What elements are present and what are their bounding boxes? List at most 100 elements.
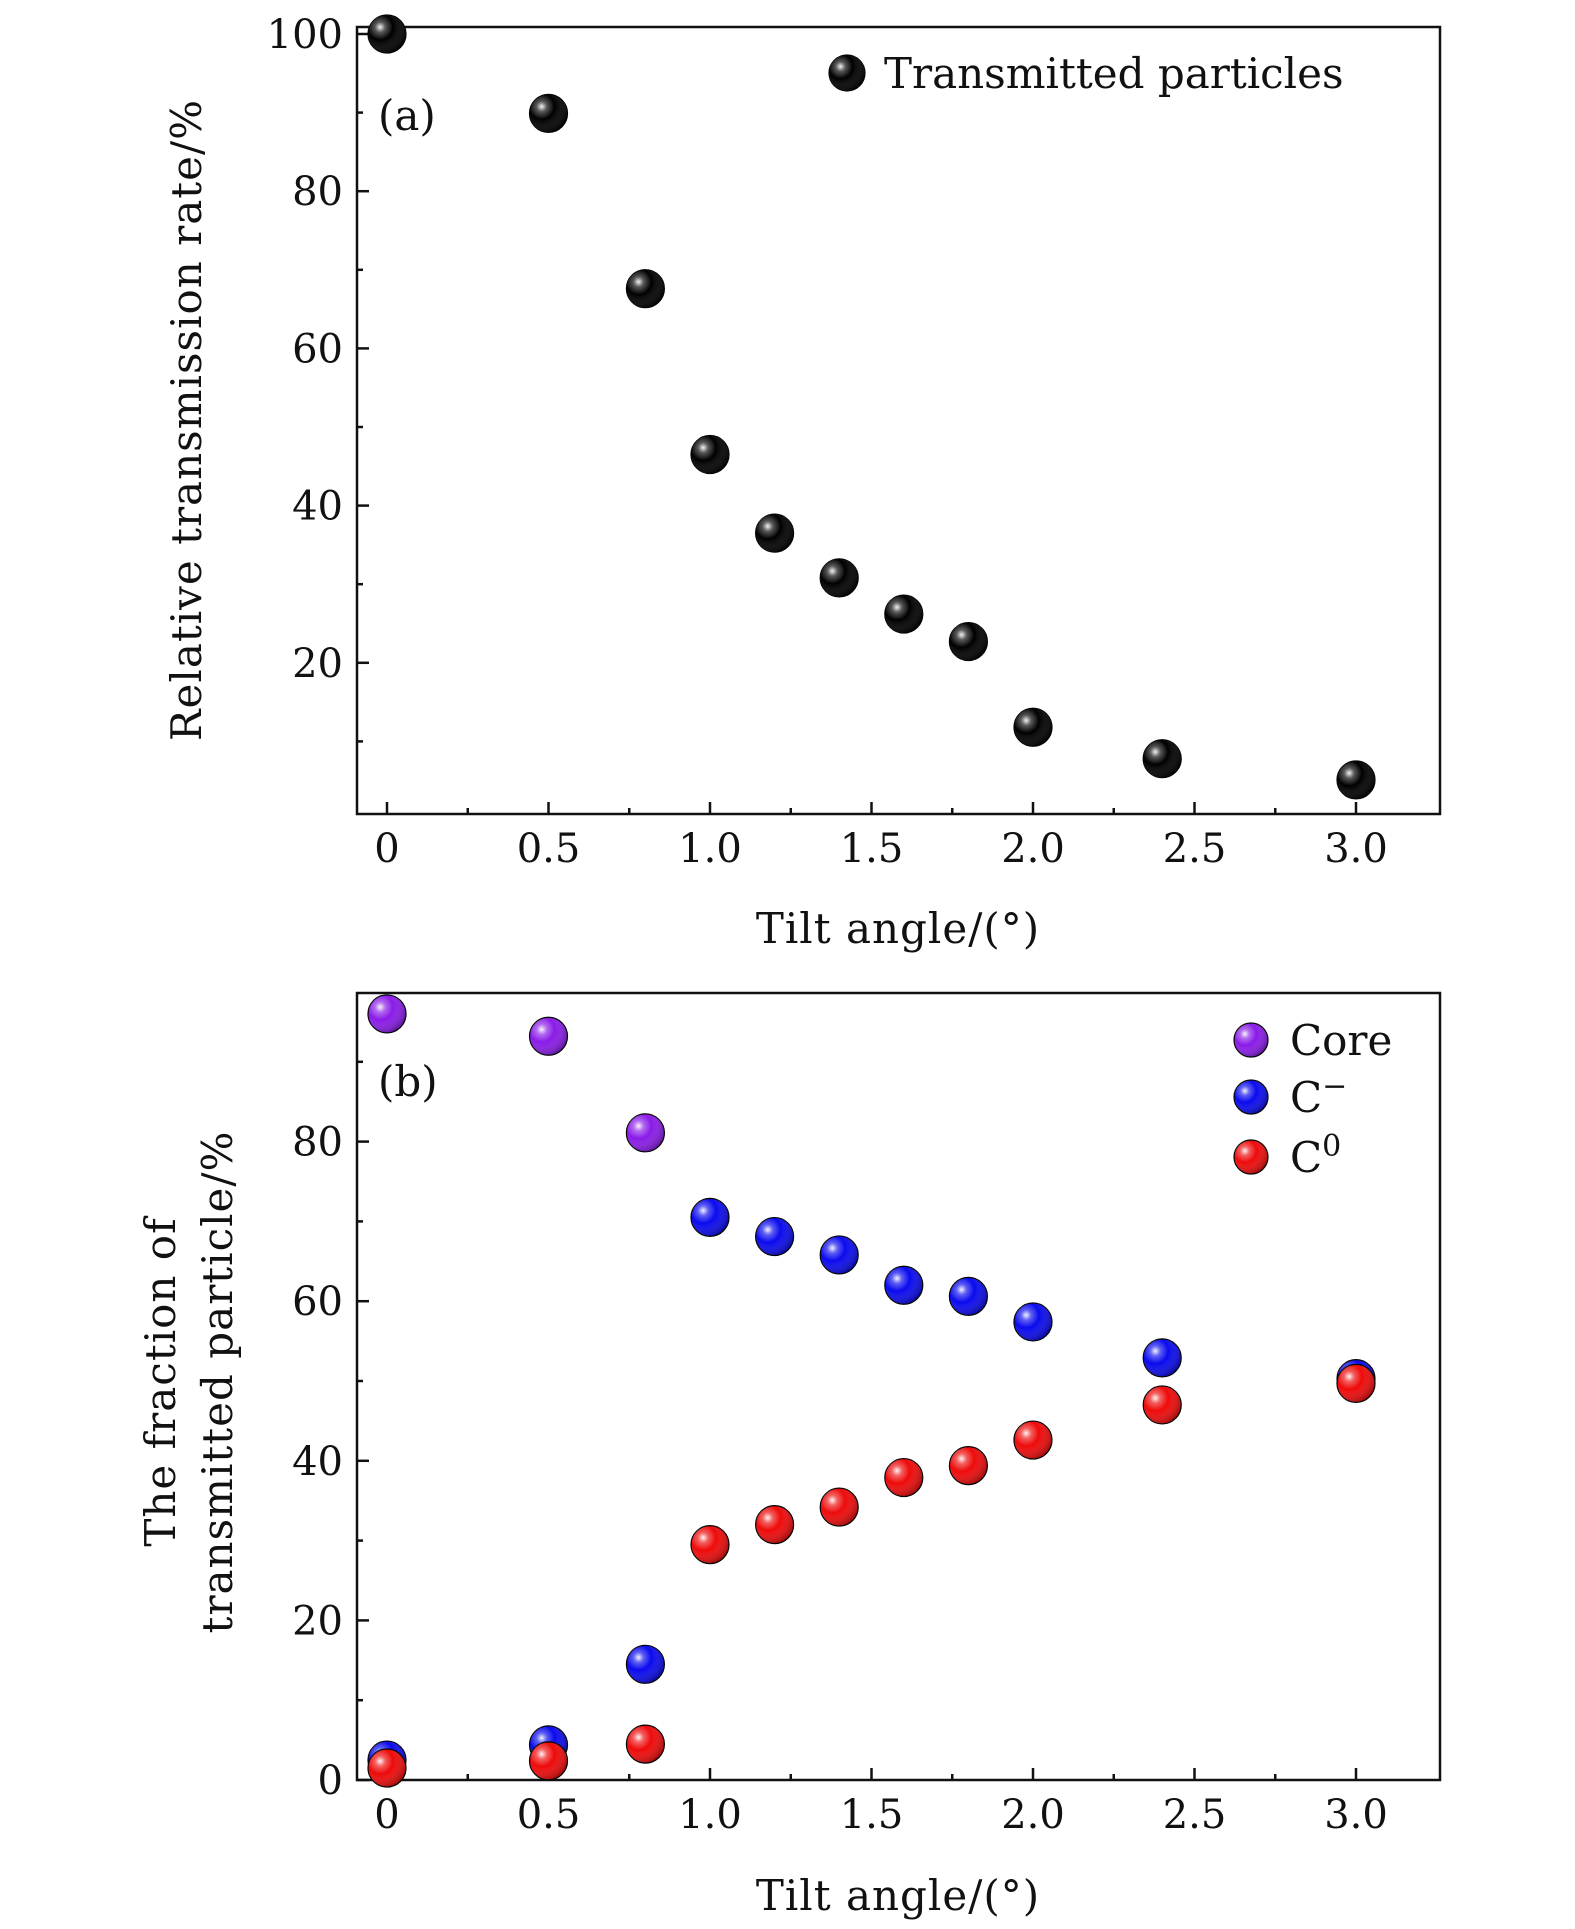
data-point-transmitted-particles-shading bbox=[755, 514, 794, 553]
data-point-c-minus bbox=[884, 1265, 924, 1305]
panel-a-y-tick-label: 60 bbox=[292, 326, 343, 372]
data-point-transmitted-particles bbox=[1142, 739, 1182, 779]
data-point-c-0 bbox=[690, 1524, 730, 1565]
panel-b-y-tick-label: 80 bbox=[292, 1120, 343, 1166]
data-point-transmitted-particles bbox=[1336, 760, 1376, 800]
panel-a-x-axis-title: Tilt angle/(°) bbox=[756, 904, 1040, 953]
data-point-transmitted-particles bbox=[690, 434, 730, 475]
panel-b-x-tick-label: 1.5 bbox=[840, 1792, 904, 1838]
panel-b-plot-frame bbox=[355, 991, 1442, 1782]
data-point-c-0 bbox=[367, 1748, 407, 1788]
panel-a-y-tick-label: 40 bbox=[292, 484, 343, 530]
legend-label-base: C bbox=[1290, 1073, 1322, 1122]
data-point-c-0-shading bbox=[884, 1458, 923, 1497]
data-point-transmitted-particles-shading bbox=[1337, 760, 1375, 799]
data-point-c-0-shading bbox=[529, 1741, 568, 1780]
data-point-c-0-shading bbox=[949, 1446, 988, 1485]
data-point-c-minus-shading bbox=[949, 1277, 988, 1316]
panel-b-y-axis-title-line-1: The fraction of bbox=[136, 1215, 185, 1547]
panel-a-ticks: 0 0.5 1.0 1.5 2.0 2.5 3.0 20 40 60 80 100 bbox=[267, 12, 1388, 872]
data-point-transmitted-particles-shading bbox=[949, 622, 988, 661]
data-point-core bbox=[625, 1113, 666, 1153]
data-point-c-0-shading bbox=[755, 1505, 794, 1544]
legend-marker-transmitted-particles bbox=[828, 54, 866, 92]
data-point-c-minus bbox=[948, 1276, 989, 1317]
data-point-c-minus bbox=[625, 1644, 666, 1684]
data-point-c-minus bbox=[690, 1197, 730, 1238]
legend-marker-core bbox=[1233, 1022, 1269, 1058]
legend-marker-c-0-shading bbox=[1234, 1140, 1268, 1174]
legend-marker-c-minus bbox=[1233, 1079, 1269, 1115]
panel-a-chart: 0 0.5 1.0 1.5 2.0 2.5 3.0 20 40 60 80 100 (a) Trans… bbox=[162, 12, 1442, 953]
panel-a-label: (a) bbox=[378, 91, 436, 140]
panel-a-y-tick-label: 100 bbox=[267, 12, 343, 58]
panel-a-y-axis-title: Relative transmission rate/% bbox=[162, 99, 211, 741]
data-point-c-0 bbox=[819, 1487, 859, 1527]
data-point-c-0-shading bbox=[368, 1749, 406, 1788]
panel-a-x-tick-label: 0 bbox=[374, 826, 399, 872]
panel-b-y-tick-label: 40 bbox=[292, 1439, 343, 1485]
panel-a-x-tick-label: 0.5 bbox=[517, 826, 581, 872]
data-point-c-0-shading bbox=[626, 1725, 665, 1764]
data-point-c-0-shading bbox=[1143, 1385, 1182, 1424]
panel-b-points bbox=[367, 994, 1376, 1788]
data-point-c-minus-shading bbox=[820, 1235, 859, 1274]
panel-a-x-tick-label: 2.0 bbox=[1001, 826, 1065, 872]
data-point-c-0 bbox=[1336, 1363, 1376, 1403]
panel-b-x-axis-title: Tilt angle/(°) bbox=[756, 1871, 1040, 1920]
data-point-c-minus-shading bbox=[755, 1217, 794, 1256]
data-point-transmitted-particles bbox=[948, 621, 989, 662]
data-point-c-minus-shading bbox=[691, 1198, 729, 1237]
legend-label-base: Core bbox=[1290, 1016, 1392, 1065]
data-point-c-0 bbox=[1013, 1420, 1053, 1460]
legend-label-c-minus: C− bbox=[1290, 1069, 1347, 1122]
data-point-core bbox=[367, 994, 407, 1034]
data-point-c-minus bbox=[819, 1235, 859, 1275]
panel-b-x-tick-label: 2.5 bbox=[1163, 1792, 1227, 1838]
data-point-c-0 bbox=[948, 1445, 989, 1486]
panel-b-x-tick-label: 0 bbox=[374, 1792, 399, 1838]
legend-sphere-transmitted-particles bbox=[828, 54, 866, 92]
data-point-transmitted-particles-shading bbox=[1014, 708, 1052, 747]
panel-a-legend: Transmitted particles bbox=[828, 49, 1344, 98]
panel-b-y-tick-label: 60 bbox=[292, 1279, 343, 1325]
data-point-transmitted-particles-shading bbox=[626, 269, 665, 308]
data-point-transmitted-particles bbox=[1013, 707, 1053, 747]
data-point-c-0 bbox=[754, 1505, 795, 1545]
legend-label-c-0: C0 bbox=[1290, 1129, 1341, 1182]
data-point-core bbox=[528, 1016, 569, 1056]
legend-marker-c-minus-shading bbox=[1234, 1080, 1268, 1114]
data-point-c-0 bbox=[884, 1457, 924, 1498]
data-point-transmitted-particles-shading bbox=[368, 15, 406, 53]
data-point-core-shading bbox=[529, 1017, 568, 1056]
panel-b-x-tick-label: 1.0 bbox=[678, 1792, 742, 1838]
data-point-c-minus-shading bbox=[1014, 1302, 1052, 1341]
panel-b-x-tick-label: 2.0 bbox=[1001, 1792, 1065, 1838]
data-point-transmitted-particles bbox=[528, 93, 569, 133]
panel-b-y-tick-label: 0 bbox=[318, 1758, 343, 1804]
legend-marker-c-0 bbox=[1233, 1139, 1269, 1175]
data-point-transmitted-particles bbox=[754, 513, 795, 553]
panel-a-y-tick-label: 20 bbox=[292, 641, 343, 687]
panel-b-y-axis-title-line-2: transmitted particle/% bbox=[193, 1131, 242, 1634]
data-point-c-minus bbox=[1142, 1338, 1182, 1378]
legend-label-superscript: − bbox=[1322, 1069, 1347, 1104]
data-point-c-minus bbox=[754, 1216, 795, 1257]
data-point-c-minus bbox=[1013, 1302, 1053, 1342]
panel-a-x-tick-label: 3.0 bbox=[1324, 826, 1388, 872]
panel-b-ticks: 0 0.5 1.0 1.5 2.0 2.5 3.0 0 20 40 60 80 bbox=[292, 1060, 1388, 1838]
data-point-c-0-shading bbox=[691, 1525, 729, 1564]
panel-a-plot-frame bbox=[355, 25, 1442, 816]
data-point-transmitted-particles-shading bbox=[529, 94, 568, 133]
data-point-transmitted-particles-shading bbox=[884, 595, 923, 634]
data-point-c-0-shading bbox=[820, 1488, 859, 1527]
data-point-transmitted-particles-shading bbox=[820, 558, 859, 597]
data-point-c-0 bbox=[528, 1741, 569, 1781]
data-point-transmitted-particles-shading bbox=[1143, 739, 1182, 778]
data-point-transmitted-particles bbox=[819, 558, 859, 598]
legend-label-transmitted-particles: Transmitted particles bbox=[884, 49, 1344, 98]
data-point-core-shading bbox=[368, 994, 406, 1033]
data-point-c-0 bbox=[1142, 1385, 1182, 1425]
legend-sphere-transmitted-particles-shading bbox=[829, 55, 865, 91]
panel-b-x-tick-label: 3.0 bbox=[1324, 1792, 1388, 1838]
